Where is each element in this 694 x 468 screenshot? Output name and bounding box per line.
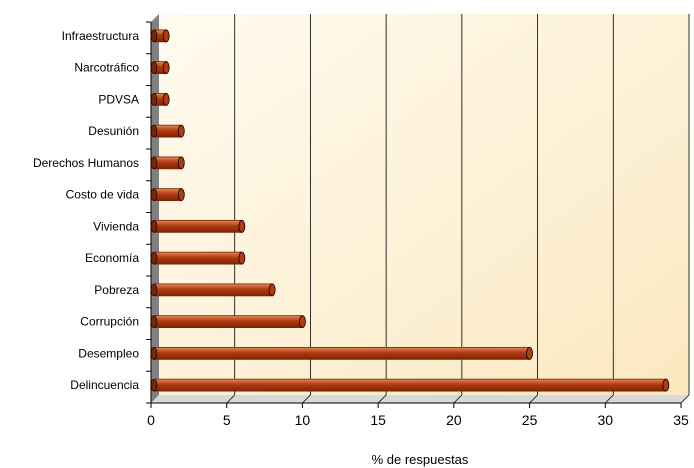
category-label: Desempleo — [78, 346, 139, 360]
x-tick-label: 35 — [673, 412, 689, 428]
bar — [150, 124, 185, 138]
bar — [150, 156, 185, 170]
x-tick-label: 30 — [597, 412, 613, 428]
category-label: Narcotráfico — [74, 61, 139, 75]
bar — [150, 61, 170, 75]
category-label: Economía — [85, 251, 139, 265]
bars — [150, 29, 670, 392]
gridline-floor — [680, 394, 690, 404]
x-axis-label: % de respuestas — [372, 452, 469, 467]
bar — [150, 315, 306, 329]
x-tick-label: 20 — [446, 412, 462, 428]
category-label: Infraestructura — [62, 29, 140, 43]
x-tick-label: 15 — [370, 412, 386, 428]
bar — [150, 378, 670, 392]
category-label: Desunión — [88, 124, 139, 138]
bar — [150, 346, 533, 360]
category-label: Vivienda — [93, 219, 139, 233]
gridline-floor — [605, 394, 614, 404]
bar — [150, 92, 170, 106]
floor — [151, 395, 689, 403]
gridline-floor — [529, 394, 538, 404]
category-labels: Infraestructura Narcotráfico PDVSA Desunión… — [33, 29, 139, 392]
category-label: PDVSA — [98, 92, 139, 106]
category-label: Pobreza — [94, 283, 139, 297]
category-label: Costo de vida — [66, 188, 140, 202]
plot-area — [159, 14, 689, 395]
category-label: Delincuencia — [70, 378, 139, 392]
tick-labels: 0 5 10 15 20 25 30 35 — [147, 403, 689, 428]
gridlines — [226, 14, 690, 404]
gridline-floor — [453, 394, 463, 404]
category-label: Corrupción — [80, 315, 139, 329]
x-tick-label: 10 — [295, 412, 311, 428]
bar — [150, 188, 185, 202]
category-label: Derechos Humanos — [33, 156, 139, 170]
x-tick-label: 0 — [147, 412, 155, 428]
gridline-floor — [377, 394, 387, 404]
axes — [146, 21, 681, 404]
side-wall — [151, 14, 159, 403]
bar — [150, 219, 246, 233]
gridline-floor — [302, 394, 311, 404]
x-tick-label: 25 — [522, 412, 538, 428]
x-tick-label: 5 — [223, 412, 231, 428]
bar — [150, 251, 246, 265]
bar — [150, 283, 276, 297]
bar — [150, 29, 170, 43]
gridline-floor — [226, 394, 235, 404]
